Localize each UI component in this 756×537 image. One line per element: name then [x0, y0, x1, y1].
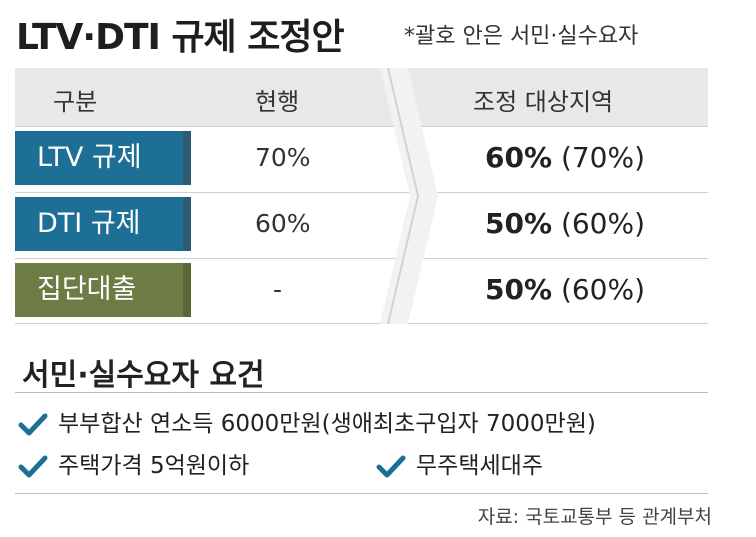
adjusted-value: 50% (60%): [485, 273, 646, 306]
current-value: -: [273, 275, 283, 304]
divider: [15, 392, 708, 393]
header-category: 구분: [53, 88, 98, 116]
header-current: 현행: [255, 88, 300, 116]
table-row: DTI 규제 60% 50% (60%): [15, 192, 708, 257]
current-value: 60%: [255, 209, 311, 238]
row-label-ltv: LTV 규제: [15, 131, 191, 185]
arrow-divider-icon: [380, 68, 438, 324]
header-adjusted: 조정 대상지역: [473, 88, 614, 116]
requirement-item: 주택가격 5억원이하: [18, 446, 249, 480]
requirements-title: 서민·실수요자 요건: [22, 358, 265, 393]
source-note: 자료: 국토교통부 등 관계부처: [477, 506, 712, 528]
row-label-dti: DTI 규제: [15, 197, 191, 251]
table-row: LTV 규제 70% 60% (70%): [15, 126, 708, 191]
requirement-item: 부부합산 연소득 6000만원(생애최초구입자 7000만원): [18, 404, 596, 438]
table-header: 구분 현행 조정 대상지역: [15, 68, 708, 126]
current-value: 70%: [255, 143, 311, 172]
row-label-group-loan: 집단대출: [15, 263, 191, 317]
check-icon: [18, 413, 48, 435]
adjusted-value: 50% (60%): [485, 207, 646, 240]
table-row: 집단대출 - 50% (60%): [15, 258, 708, 324]
page-title: LTV·DTI 규제 조정안: [16, 17, 345, 58]
divider: [15, 493, 708, 494]
check-icon: [18, 455, 48, 477]
footnote: *괄호 안은 서민·실수요자: [404, 24, 639, 49]
policy-table: 구분 현행 조정 대상지역 LTV 규제 70% 60% (70%) DTI 규…: [15, 68, 708, 324]
adjusted-value: 60% (70%): [485, 141, 646, 174]
requirement-item: 무주택세대주: [376, 446, 543, 480]
check-icon: [376, 455, 406, 477]
